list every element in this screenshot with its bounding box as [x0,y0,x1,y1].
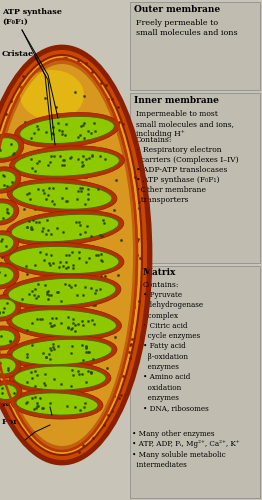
Ellipse shape [0,46,151,464]
Bar [130,2,260,90]
Ellipse shape [0,299,16,317]
Ellipse shape [0,263,19,289]
Ellipse shape [7,306,121,340]
Ellipse shape [0,171,16,189]
Ellipse shape [20,70,84,120]
Text: Ribosomes: Ribosomes [2,400,51,408]
Ellipse shape [9,362,111,394]
Bar [130,266,260,498]
Ellipse shape [0,384,17,400]
Text: Porin channels: Porin channels [2,418,69,426]
Bar [130,93,260,263]
Text: Cristae: Cristae [2,50,34,58]
Ellipse shape [16,393,98,415]
Ellipse shape [3,274,121,310]
Ellipse shape [0,138,19,158]
Ellipse shape [0,59,137,451]
Text: Inner membrane: Inner membrane [134,96,219,105]
Ellipse shape [0,134,24,162]
Ellipse shape [0,330,15,346]
Ellipse shape [12,339,112,365]
Text: Contains:: Contains: [143,281,179,289]
Text: • Many other enzymes
• ATP, ADP, Pᵢ, Mg²⁺, Ca²⁺, K⁺
• Many soluble metabolic
  i: • Many other enzymes • ATP, ADP, Pᵢ, Mg²… [132,430,240,469]
Ellipse shape [0,199,19,225]
Ellipse shape [0,235,14,253]
Ellipse shape [11,389,103,419]
Text: ATP synthase
(F₀F₁): ATP synthase (F₀F₁) [2,8,62,26]
Ellipse shape [0,358,16,374]
Ellipse shape [6,210,124,246]
Ellipse shape [0,231,19,257]
Ellipse shape [12,310,116,336]
Ellipse shape [0,326,20,350]
Ellipse shape [20,116,114,143]
Ellipse shape [10,146,124,180]
Ellipse shape [7,179,117,213]
Ellipse shape [11,214,119,242]
Ellipse shape [15,150,119,176]
Text: Outer membrane: Outer membrane [134,5,220,14]
Ellipse shape [0,167,21,193]
Ellipse shape [9,246,119,274]
Text: Matrix: Matrix [143,268,176,277]
Text: • Respiratory electron
  carriers (Complexes I–IV)
• ADP-ATP translocases
• ATP : • Respiratory electron carriers (Complex… [136,146,239,204]
Text: Freely permeable to
small molecules and ions: Freely permeable to small molecules and … [136,19,238,38]
Ellipse shape [14,366,106,390]
Ellipse shape [0,203,14,221]
Ellipse shape [0,267,14,285]
Ellipse shape [15,112,119,148]
Text: Contains:: Contains: [136,136,172,144]
Ellipse shape [0,354,21,378]
Ellipse shape [8,278,116,306]
Ellipse shape [7,336,117,368]
Ellipse shape [12,183,112,209]
Ellipse shape [0,50,147,460]
Text: • Pyruvate
  dehydrogenase
  complex
• Citric acid
  cycle enzymes
• Fatty acid
: • Pyruvate dehydrogenase complex • Citri… [143,291,209,412]
Ellipse shape [0,380,22,404]
Text: Impermeable to most
small molecules and ions,
including H⁺: Impermeable to most small molecules and … [136,110,234,138]
Ellipse shape [0,295,21,321]
Ellipse shape [0,64,133,446]
Ellipse shape [0,55,142,455]
Ellipse shape [4,242,124,278]
